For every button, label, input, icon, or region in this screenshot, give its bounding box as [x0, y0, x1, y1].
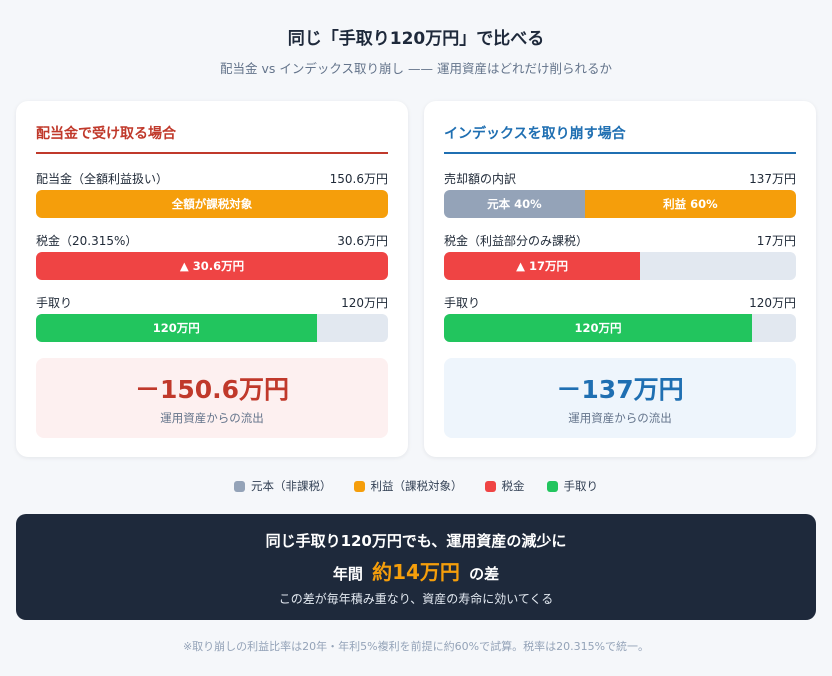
dividend-net-value: 120万円: [341, 296, 388, 310]
dividend-net-label: 手取り: [36, 296, 73, 310]
sale-breakdown-value: 137万円: [749, 172, 796, 186]
legend-item-tax: 税金: [484, 478, 525, 494]
dividend-tax-label: 税金（20.315%）: [36, 234, 138, 248]
legend-swatch-principal: [234, 480, 245, 492]
dividend-outflow-caption: 運用資産からの流出: [160, 411, 264, 425]
legend-swatch-net: [546, 480, 558, 492]
banner-line-3: この差が毎年積み重なり、資産の寿命に効いてくる: [278, 592, 554, 606]
dividend-row-label: 配当金（全額利益扱い）: [36, 172, 169, 186]
index-card: インデックスを取り崩す場合 売却額の内訳 137万円 元本 40% 利益 60%…: [424, 101, 816, 457]
banner-line-1: 同じ手取り120万円でも、運用資産の減少に: [265, 532, 567, 550]
dividend-net-bar: 120万円: [36, 314, 317, 342]
index-card-rule: [444, 152, 796, 154]
dividend-bar-track: 全額が課税対象: [36, 190, 388, 218]
index-outflow-value: －137万円: [556, 375, 684, 404]
index-summary: －137万円 運用資産からの流出: [444, 358, 796, 438]
legend-label-tax: 税金: [501, 479, 525, 493]
dividend-tax-value: 30.6万円: [337, 234, 388, 248]
dividend-net-track: 120万円: [36, 314, 388, 342]
footnote: ※取り崩しの利益比率は20年・年利5%複利を前提に約60%で試算。税率は20.3…: [182, 640, 650, 653]
banner-prefix: 年間: [332, 565, 363, 583]
dividend-card-rule: [36, 152, 388, 154]
legend-label-principal: 元本（非課税）: [251, 479, 332, 493]
conclusion-banner: 同じ手取り120万円でも、運用資産の減少に 年間 約14万円 の差 この差が毎年…: [16, 514, 816, 620]
legend-label-net: 手取り: [563, 479, 599, 493]
principal-segment: 元本 40%: [444, 190, 585, 218]
page-title: 同じ「手取り120万円」で比べる: [287, 29, 545, 49]
dividend-summary: －150.6万円 運用資産からの流出: [36, 358, 388, 438]
sale-breakdown-label: 売却額の内訳: [444, 172, 517, 186]
dividend-card: 配当金で受け取る場合 配当金（全額利益扱い） 150.6万円 全額が課税対象 税…: [16, 101, 408, 457]
index-net-value: 120万円: [749, 296, 796, 310]
legend-swatch-tax: [484, 480, 496, 492]
banner-highlight: 約14万円: [372, 560, 460, 584]
index-net-track: 120万円: [444, 314, 796, 342]
dividend-tax-bar: ▲ 30.6万円: [36, 252, 388, 280]
legend-label-profit: 利益（課税対象）: [370, 479, 463, 493]
dividend-outflow-value: －150.6万円: [134, 375, 290, 404]
index-net-bar: 120万円: [444, 314, 752, 342]
legend-item-profit: 利益（課税対象）: [353, 478, 463, 494]
banner-suffix: の差: [469, 565, 500, 583]
index-card-title: インデックスを取り崩す場合: [444, 126, 626, 142]
legend-swatch-profit: [353, 480, 365, 492]
legend-item-principal: 元本（非課税）: [234, 478, 332, 494]
legend-item-net: 手取り: [546, 478, 599, 494]
page-subtitle: 配当金 vs インデックス取り崩し —— 運用資産はどれだけ削られるか: [220, 61, 612, 76]
legend: 元本（非課税） 利益（課税対象） 税金 手取り: [0, 478, 832, 494]
index-tax-track: ▲ 17万円: [444, 252, 796, 280]
index-net-label: 手取り: [444, 296, 481, 310]
index-tax-value: 17万円: [756, 234, 796, 248]
profit-segment: 利益 60%: [584, 190, 796, 218]
dividend-bar: 全額が課税対象: [36, 190, 388, 218]
dividend-card-title: 配当金で受け取る場合: [36, 126, 176, 142]
dividend-tax-track: ▲ 30.6万円: [36, 252, 388, 280]
index-tax-label: 税金（利益部分のみ課税）: [444, 234, 589, 248]
index-outflow-caption: 運用資産からの流出: [568, 411, 672, 425]
index-tax-bar: ▲ 17万円: [444, 252, 641, 280]
sale-breakdown-track: 元本 40% 利益 60%: [444, 190, 796, 218]
banner-line-2: 年間 約14万円 の差: [16, 556, 816, 585]
dividend-row-value: 150.6万円: [329, 172, 388, 186]
